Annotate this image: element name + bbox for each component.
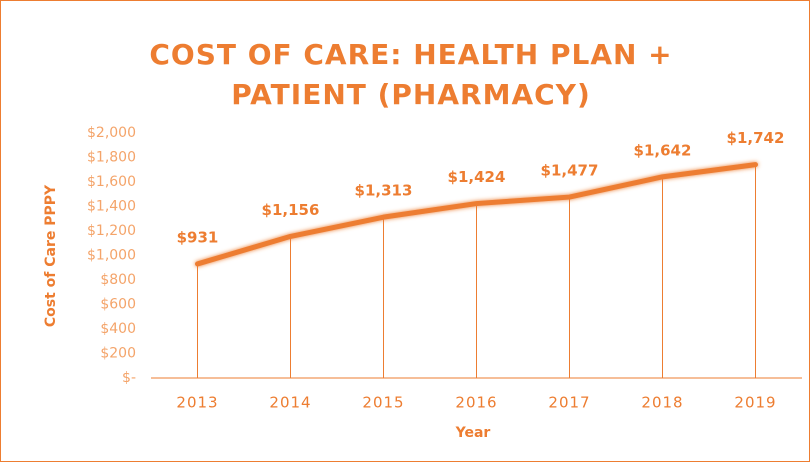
y-tick-label: $-: [122, 370, 136, 386]
x-tick-label: 2014: [269, 394, 311, 412]
y-tick-label: $1,000: [87, 248, 136, 264]
y-tick-label: $600: [100, 297, 136, 313]
data-line: [195, 162, 758, 267]
data-label: $1,156: [262, 201, 320, 219]
data-label: $1,424: [448, 168, 506, 186]
data-label: $1,742: [727, 129, 785, 147]
y-tick-label: $800: [100, 272, 136, 288]
data-label: $1,642: [634, 141, 692, 159]
x-tick-label: 2015: [362, 394, 404, 412]
x-tick-label: 2013: [176, 394, 218, 412]
y-tick-label: $1,400: [87, 199, 136, 215]
x-tick-label: 2016: [455, 394, 497, 412]
chart-title: COST OF CARE: HEALTH PLAN + PATIENT (PHA…: [149, 38, 673, 111]
y-tick-label: $200: [100, 346, 136, 362]
x-axis-label: Year: [455, 425, 491, 441]
y-axis-label: Cost of Care PPPY: [43, 184, 59, 327]
y-tick-label: $400: [100, 321, 136, 337]
x-tick-label: 2019: [734, 394, 776, 412]
data-label: $931: [177, 228, 219, 246]
data-label: $1,313: [355, 182, 413, 200]
y-tick-label: $2,000: [87, 125, 136, 141]
x-tick-label: 2017: [548, 394, 590, 412]
y-tick-label: $1,800: [87, 150, 136, 166]
y-tick-label: $1,200: [87, 223, 136, 239]
x-tick-label: 2018: [641, 394, 683, 412]
data-label: $1,477: [541, 162, 599, 180]
y-tick-label: $1,600: [87, 174, 136, 190]
